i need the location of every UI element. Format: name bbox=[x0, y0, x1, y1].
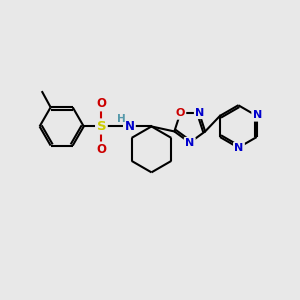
Text: O: O bbox=[96, 97, 106, 110]
Text: O: O bbox=[176, 108, 185, 118]
Text: O: O bbox=[96, 143, 106, 156]
Text: S: S bbox=[97, 120, 106, 133]
Text: N: N bbox=[234, 143, 244, 153]
Text: N: N bbox=[253, 110, 262, 120]
Text: N: N bbox=[195, 108, 205, 118]
Text: N: N bbox=[185, 138, 194, 148]
Text: N: N bbox=[124, 120, 134, 133]
Text: H: H bbox=[117, 114, 125, 124]
